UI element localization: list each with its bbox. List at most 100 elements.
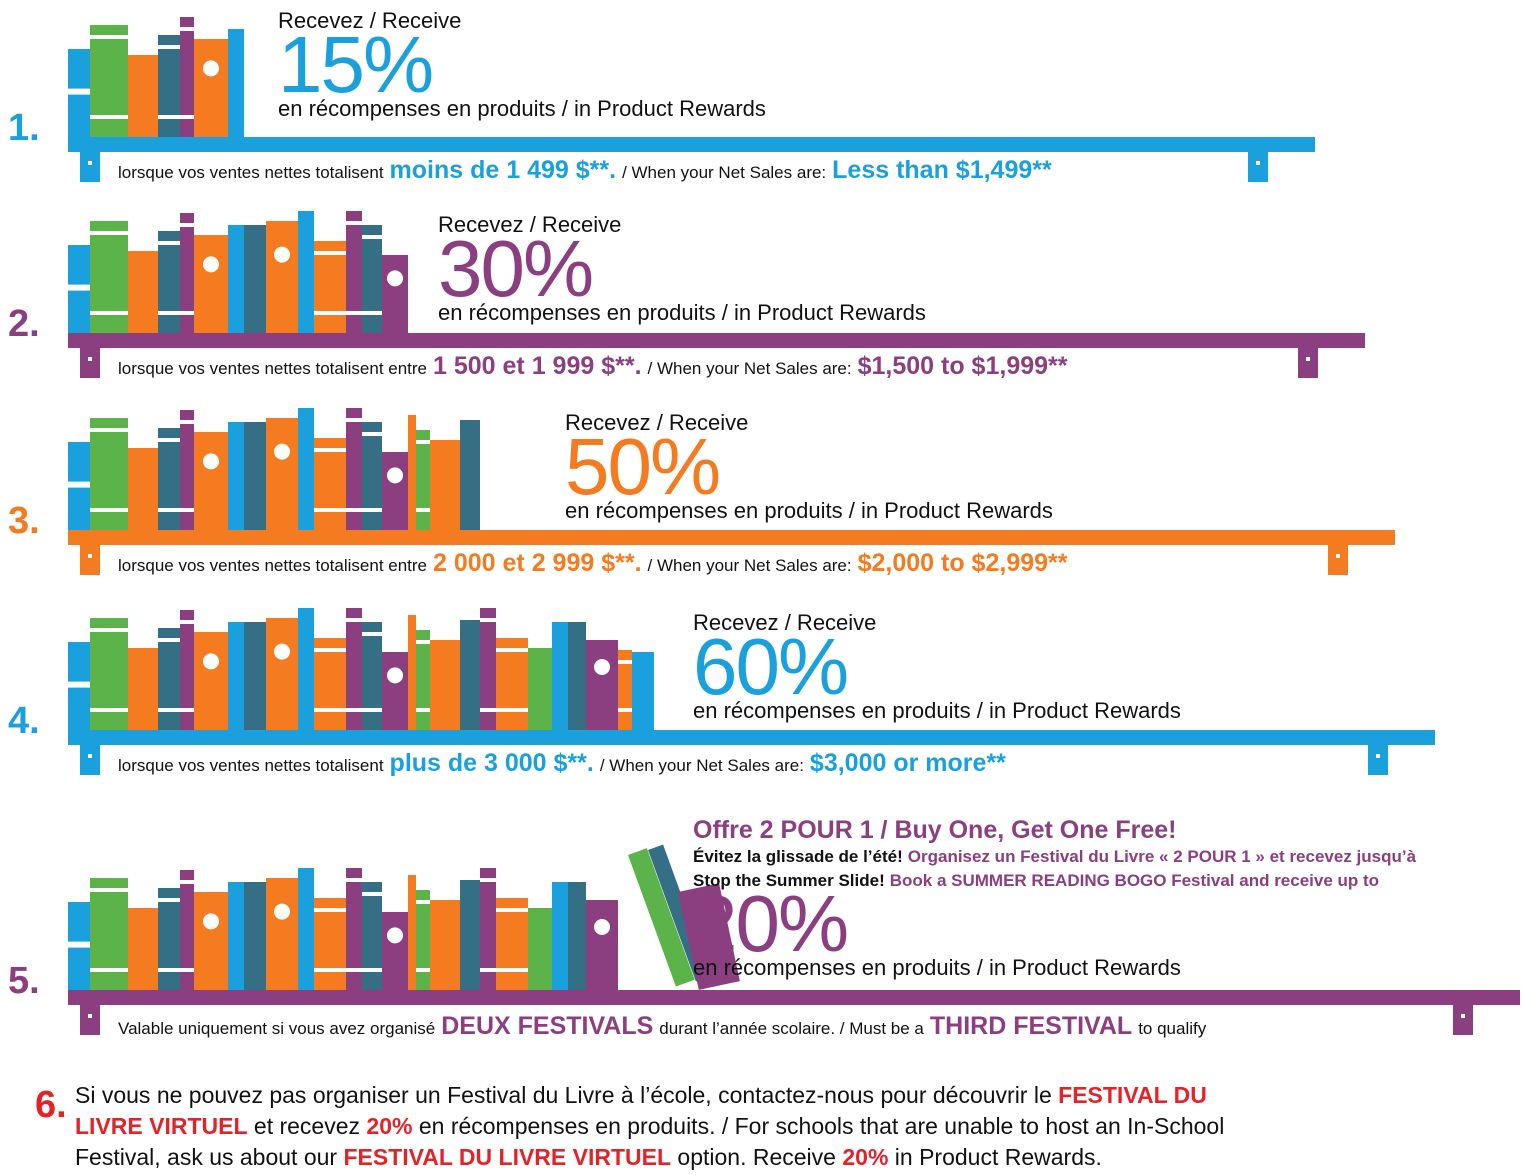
shelf-bracket (1248, 152, 1268, 182)
condition-amount: moins de 1 499 $**. (390, 156, 617, 184)
book (158, 231, 180, 333)
shelf-bracket (1368, 745, 1388, 775)
book-stripe (158, 708, 180, 712)
book-stripe (90, 708, 128, 712)
book-stripe (180, 880, 194, 884)
book-stripe (90, 968, 128, 972)
tier-number: 1. (8, 107, 40, 150)
book-dot (274, 904, 290, 920)
book-stripe (180, 115, 194, 119)
book (362, 622, 382, 730)
book (228, 622, 244, 730)
reward-label: en récompenses en produits / in Product … (438, 300, 926, 326)
book-band (68, 285, 90, 291)
book-stripe (90, 311, 128, 315)
book-dot (274, 644, 290, 660)
book-stripe (496, 908, 528, 912)
book-dot (203, 653, 219, 669)
book (362, 225, 382, 333)
book-dot (203, 60, 219, 76)
book-stripe (158, 45, 180, 49)
shelf-bracket (1453, 1005, 1473, 1035)
book-stripe (158, 638, 180, 642)
book-dot (594, 659, 610, 675)
book (158, 888, 180, 990)
book (228, 882, 244, 990)
book-stripe (90, 115, 128, 119)
book (408, 415, 416, 530)
reward-percent: 20% (693, 893, 1421, 955)
condition-line: lorsque vos ventes nettes totalisent ent… (118, 352, 1074, 381)
tier-text: Recevez / Receive30%en récompenses en pr… (438, 212, 926, 326)
book (408, 615, 416, 730)
bracket-dot (1256, 161, 1260, 165)
condition-amount: Less than $1,499** (832, 156, 1052, 184)
condition-text: lorsque vos ventes nettes totalisent (118, 163, 384, 182)
book-dot (387, 270, 403, 286)
condition-line: lorsque vos ventes nettes totalisentplus… (118, 749, 1012, 778)
book (586, 640, 618, 730)
book (194, 432, 228, 530)
shelf-bracket (1298, 348, 1318, 378)
book-stripe (618, 660, 632, 664)
condition-amount: DEUX FESTIVALS (441, 1012, 653, 1040)
book-band (68, 682, 90, 688)
highlight: FESTIVAL DU LIVRE VIRTUEL (343, 1144, 671, 1170)
book (90, 878, 128, 990)
bracket-dot (88, 1014, 92, 1018)
book (128, 251, 158, 333)
reward-percent: 30% (438, 238, 926, 300)
book (228, 422, 244, 530)
book (244, 882, 266, 990)
book (158, 628, 180, 730)
book-stripe (416, 968, 430, 972)
book (158, 35, 180, 137)
book-stripe (480, 878, 496, 882)
book (266, 418, 298, 530)
book (244, 622, 266, 730)
book-stripe (158, 241, 180, 245)
book-stripe (158, 438, 180, 442)
bracket-dot (88, 357, 92, 361)
highlight: 20% (842, 1144, 888, 1170)
condition-amount: 1 500 et 1 999 $**. (433, 352, 642, 380)
book-dot (274, 444, 290, 460)
text: Si vous ne pouvez pas organiser un Festi… (75, 1082, 1052, 1108)
book-dot (387, 467, 403, 483)
reward-percent: 60% (693, 636, 1181, 698)
book (382, 912, 408, 990)
book (552, 882, 568, 990)
condition-text: lorsque vos ventes nettes totalisent ent… (118, 556, 427, 575)
book-stripe (180, 968, 194, 972)
condition-text: Valable uniquement si vous avez organisé (118, 1019, 435, 1038)
book-stripe (362, 708, 382, 712)
book-stripe (480, 708, 496, 712)
book (408, 875, 416, 990)
book (460, 420, 480, 530)
reward-label: en récompenses en produits / in Product … (693, 698, 1181, 724)
book-band (68, 89, 90, 95)
book-stripe (158, 898, 180, 902)
book (128, 55, 158, 137)
condition-text: to qualify (1138, 1019, 1206, 1038)
book (158, 428, 180, 530)
book (194, 892, 228, 990)
reward-label: en récompenses en produits / in Product … (278, 96, 766, 122)
shelf (68, 137, 1315, 152)
book-stripe (158, 508, 180, 512)
book-stripe (180, 420, 194, 424)
tier-number: 3. (8, 500, 40, 543)
bogo-text: Offre 2 POUR 1 / Buy One, Get One Free!É… (693, 815, 1421, 981)
book-stripe (346, 311, 362, 315)
book (90, 618, 128, 730)
book-stripe (180, 508, 194, 512)
book (128, 648, 158, 730)
book-stripe (480, 618, 496, 622)
shelf-bracket (80, 348, 100, 378)
book (416, 630, 430, 730)
book-stripe (346, 418, 362, 422)
book-band (68, 482, 90, 488)
book-stripe (90, 428, 128, 432)
book-stripe (346, 968, 362, 972)
virtual-text: Si vous ne pouvez pas organiser un Festi… (75, 1080, 1275, 1173)
